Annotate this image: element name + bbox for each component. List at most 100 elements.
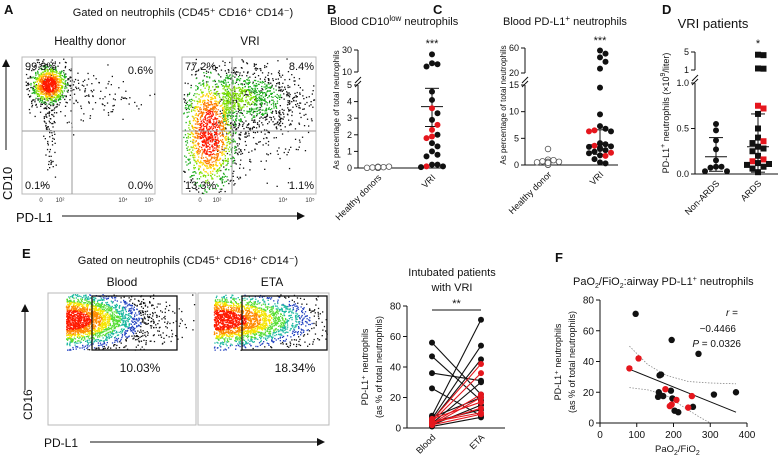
event-dot: [259, 100, 261, 102]
event-dot: [206, 126, 208, 128]
event-dot: [252, 88, 254, 90]
event-dot: [208, 163, 210, 165]
quadrant-ur-hd: 0.6%: [128, 65, 153, 77]
event-dot: [136, 305, 138, 307]
event-dot: [235, 87, 237, 89]
event-dot: [53, 109, 55, 111]
event-dot: [154, 93, 156, 95]
event-dot: [227, 76, 229, 78]
event-dot: [36, 90, 38, 92]
event-dot: [275, 107, 278, 109]
event-dot: [207, 106, 209, 108]
event-dot: [208, 104, 210, 106]
event-dot: [106, 328, 108, 330]
event-dot: [121, 318, 123, 320]
event-dot: [277, 97, 279, 99]
event-dot: [35, 92, 38, 94]
event-dot: [110, 315, 112, 318]
y-tick-label: 5: [684, 47, 689, 57]
event-dot: [233, 125, 235, 127]
event-dot: [197, 132, 199, 134]
event-dot: [226, 104, 228, 106]
event-dot: [101, 335, 103, 337]
event-dot: [110, 328, 113, 330]
event-dot: [109, 309, 111, 311]
event-dot: [108, 305, 110, 307]
event-dot: [216, 152, 218, 155]
event-dot: [129, 315, 131, 317]
event-dot: [98, 303, 100, 305]
event-dot: [224, 137, 226, 139]
event-dot: [225, 121, 227, 123]
event-dot: [49, 136, 51, 138]
event-dot: [41, 78, 44, 81]
event-dot: [46, 116, 48, 118]
event-dot: [27, 84, 29, 86]
event-dot: [216, 124, 219, 126]
event-dot: [51, 103, 53, 105]
event-dot: [228, 71, 230, 73]
event-dot: [216, 135, 218, 137]
event-dot: [39, 98, 41, 100]
event-dot: [210, 101, 212, 104]
event-dot: [256, 91, 258, 94]
event-dot: [128, 323, 130, 325]
event-dot: [51, 101, 53, 103]
event-dot: [60, 96, 62, 98]
event-dot: [242, 114, 244, 116]
event-dot: [71, 341, 74, 343]
data-point: [423, 153, 430, 160]
event-dot: [206, 165, 208, 167]
event-dot: [52, 97, 54, 99]
event-dot: [116, 319, 118, 321]
event-dot: [115, 323, 117, 325]
event-dot: [232, 156, 234, 159]
event-dot: [299, 112, 301, 114]
event-dot: [75, 86, 77, 88]
event-dot: [294, 83, 296, 86]
event-dot: [278, 119, 280, 121]
event-dot: [134, 315, 136, 318]
event-dot: [57, 99, 60, 102]
event-dot: [104, 96, 106, 98]
event-dot: [227, 77, 229, 80]
event-dot: [240, 120, 242, 122]
event-dot: [207, 162, 209, 164]
event-dot: [171, 333, 174, 335]
event-dot: [97, 302, 99, 304]
event-dot: [199, 106, 201, 109]
event-dot: [105, 335, 107, 337]
event-dot: [102, 299, 104, 301]
event-dot: [271, 112, 273, 114]
event-dot: [289, 101, 291, 103]
event-dot: [215, 110, 217, 112]
event-dot: [225, 108, 227, 111]
event-dot: [264, 95, 266, 97]
event-dot: [255, 100, 257, 102]
event-dot: [145, 340, 147, 342]
event-dot: [54, 63, 56, 65]
event-dot: [112, 312, 114, 314]
event-dot: [65, 101, 67, 103]
event-dot: [61, 94, 63, 96]
event-dot: [208, 116, 210, 118]
event-dot: [247, 86, 250, 88]
event-dot: [275, 106, 277, 108]
event-dot: [85, 302, 87, 304]
event-dot: [222, 161, 225, 163]
event-dot: [224, 114, 226, 116]
event-dot: [290, 109, 292, 111]
event-dot: [224, 124, 227, 126]
event-dot: [99, 97, 101, 100]
event-dot: [184, 82, 186, 84]
event-dot: [207, 119, 209, 121]
event-dot: [261, 95, 263, 97]
event-dot: [199, 150, 202, 152]
event-dot: [111, 111, 114, 113]
event-dot: [249, 113, 251, 115]
event-dot: [107, 346, 110, 348]
event-dot: [234, 89, 236, 91]
event-dot: [208, 122, 211, 124]
event-dot: [227, 86, 229, 88]
event-dot: [46, 63, 48, 66]
